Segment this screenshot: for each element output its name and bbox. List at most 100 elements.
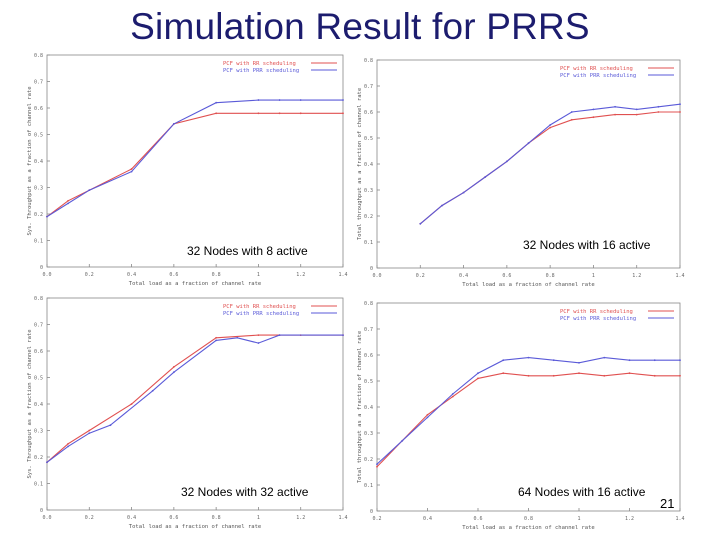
y-tick-label: 0.8 [364,58,373,64]
y-tick-label: 0.3 [34,429,43,435]
series-line-2 [46,99,343,218]
data-point-series-2 [527,356,530,359]
y-tick-label: 0.5 [34,376,43,382]
data-point-series-1 [653,374,656,377]
series-line-2 [419,103,681,225]
y-tick-label: 0.2 [364,214,373,220]
plot-frame [376,59,681,269]
y-axis-label: Total throughput as a fraction of channe… [357,88,363,240]
data-point-series-2 [614,105,616,108]
data-point-series-2 [88,432,91,435]
y-tick-label: 0.5 [34,133,43,139]
data-point-series-1 [628,372,631,375]
y-tick-label: 0.4 [364,405,373,411]
data-point-series-1 [570,118,573,121]
data-point-series-1 [603,374,606,377]
data-point-series-1 [299,112,302,115]
data-point-series-2 [505,160,508,163]
legend-label-1: PCF with RR scheduling [223,61,296,67]
data-point-series-2 [109,424,112,427]
x-tick-label: 1.2 [296,272,305,278]
x-tick-label: 1.4 [675,516,684,522]
x-tick-label: 1 [257,272,260,278]
data-point-series-2 [484,176,487,178]
y-tick-label: 0.1 [364,483,373,489]
chart-32-nodes-16-active: 0 0.1 0.2 0.3 0.4 0.5 0.6 0.7 0.8 0.0 0.2 0.4 0.6 0.8… [357,58,685,288]
y-tick-label: 0.8 [34,53,43,59]
slide-title: Simulation Result for PRRS [130,6,590,47]
y-tick-label: 0.7 [364,327,373,333]
chart-32-nodes-8-active: 0 0.1 0.2 0.3 0.4 0.5 0.6 0.7 0.8 0.0 0.2 0.4 0.6 0.8… [27,53,348,287]
y-axis-label: Sys. Throughput as a fraction of channel… [27,86,33,235]
data-point-series-1 [278,112,281,115]
x-tick-label: 0.2 [85,515,94,521]
x-axis-label: Total load as a fraction of channel rate [129,524,261,530]
x-tick-label: 1 [592,273,595,279]
data-point-series-1 [592,116,595,119]
data-point-series-2 [527,142,530,145]
data-point-series-1 [679,374,681,377]
legend-label-2: PCF with PRR scheduling [223,68,299,74]
data-point-series-2 [477,372,479,375]
caption-32-nodes-8-active: 32 Nodes with 8 active [187,244,308,258]
y-tick-label: 0.3 [34,186,43,192]
x-tick-label: 0.2 [416,273,425,279]
data-point-series-2 [401,439,404,442]
y-tick-label: 0.3 [364,431,373,437]
x-tick-label: 0.0 [42,272,51,278]
data-point-series-2 [679,103,681,106]
series-line-2 [46,334,343,463]
x-tick-label: 0.6 [502,273,511,279]
data-point-series-1 [451,395,454,398]
data-point-series-2 [67,202,70,205]
data-point-series-1 [215,112,218,115]
x-tick-label: 0.6 [473,516,482,522]
data-point-series-2 [151,389,154,392]
plot-frame [46,54,344,268]
data-point-series-2 [679,359,681,362]
x-tick-label: 0.2 [372,516,381,522]
y-tick-label: 0 [40,265,43,271]
legend-label-1: PCF with RR scheduling [560,66,633,72]
data-point-series-2 [592,108,595,111]
y-tick-label: 0.4 [34,159,43,165]
y-tick-label: 0.8 [34,296,43,302]
caption-32-nodes-16-active: 32 Nodes with 16 active [523,238,651,252]
x-axis-label: Total load as a fraction of channel rate [129,281,261,287]
x-tick-label: 0.6 [169,272,178,278]
y-tick-label: 0.6 [34,349,43,355]
x-tick-label: 1.2 [625,516,634,522]
data-point-series-2 [130,170,133,173]
plot-frame [376,302,681,512]
y-tick-label: 0.3 [364,188,373,194]
data-point-series-1 [527,374,530,377]
series-line-1 [419,111,680,225]
data-point-series-1 [549,126,552,129]
y-tick-label: 0.5 [364,379,373,385]
x-tick-label: 1 [577,516,580,522]
legend-label-2: PCF with PRR scheduling [560,316,636,322]
data-point-series-2 [172,371,175,374]
series-line-1 [46,112,343,218]
x-tick-label: 1.4 [338,515,347,521]
data-point-series-1 [67,199,70,202]
data-point-series-1 [426,413,429,416]
y-tick-label: 0.2 [34,455,43,461]
data-point-series-2 [172,123,175,125]
chart-64-nodes-16-active: 0 0.1 0.2 0.3 0.4 0.5 0.6 0.7 0.8 0.2 0.4 0.6 0.8 1 1.… [357,301,685,531]
data-point-series-2 [46,461,48,464]
data-point-series-2 [299,99,302,101]
data-point-series-1 [215,336,218,339]
data-point-series-2 [215,101,218,104]
x-tick-label: 0.8 [212,272,221,278]
data-point-series-2 [278,334,281,336]
data-point-series-2 [376,463,378,466]
y-tick-label: 0 [40,508,43,514]
y-tick-label: 0.5 [364,136,373,142]
y-tick-label: 0.4 [364,162,373,168]
data-point-series-2 [603,356,606,359]
data-point-series-1 [376,465,378,468]
x-axis-label: Total load as a fraction of channel rate [462,525,594,531]
data-point-series-2 [502,359,505,362]
x-tick-label: 0.8 [212,515,221,521]
